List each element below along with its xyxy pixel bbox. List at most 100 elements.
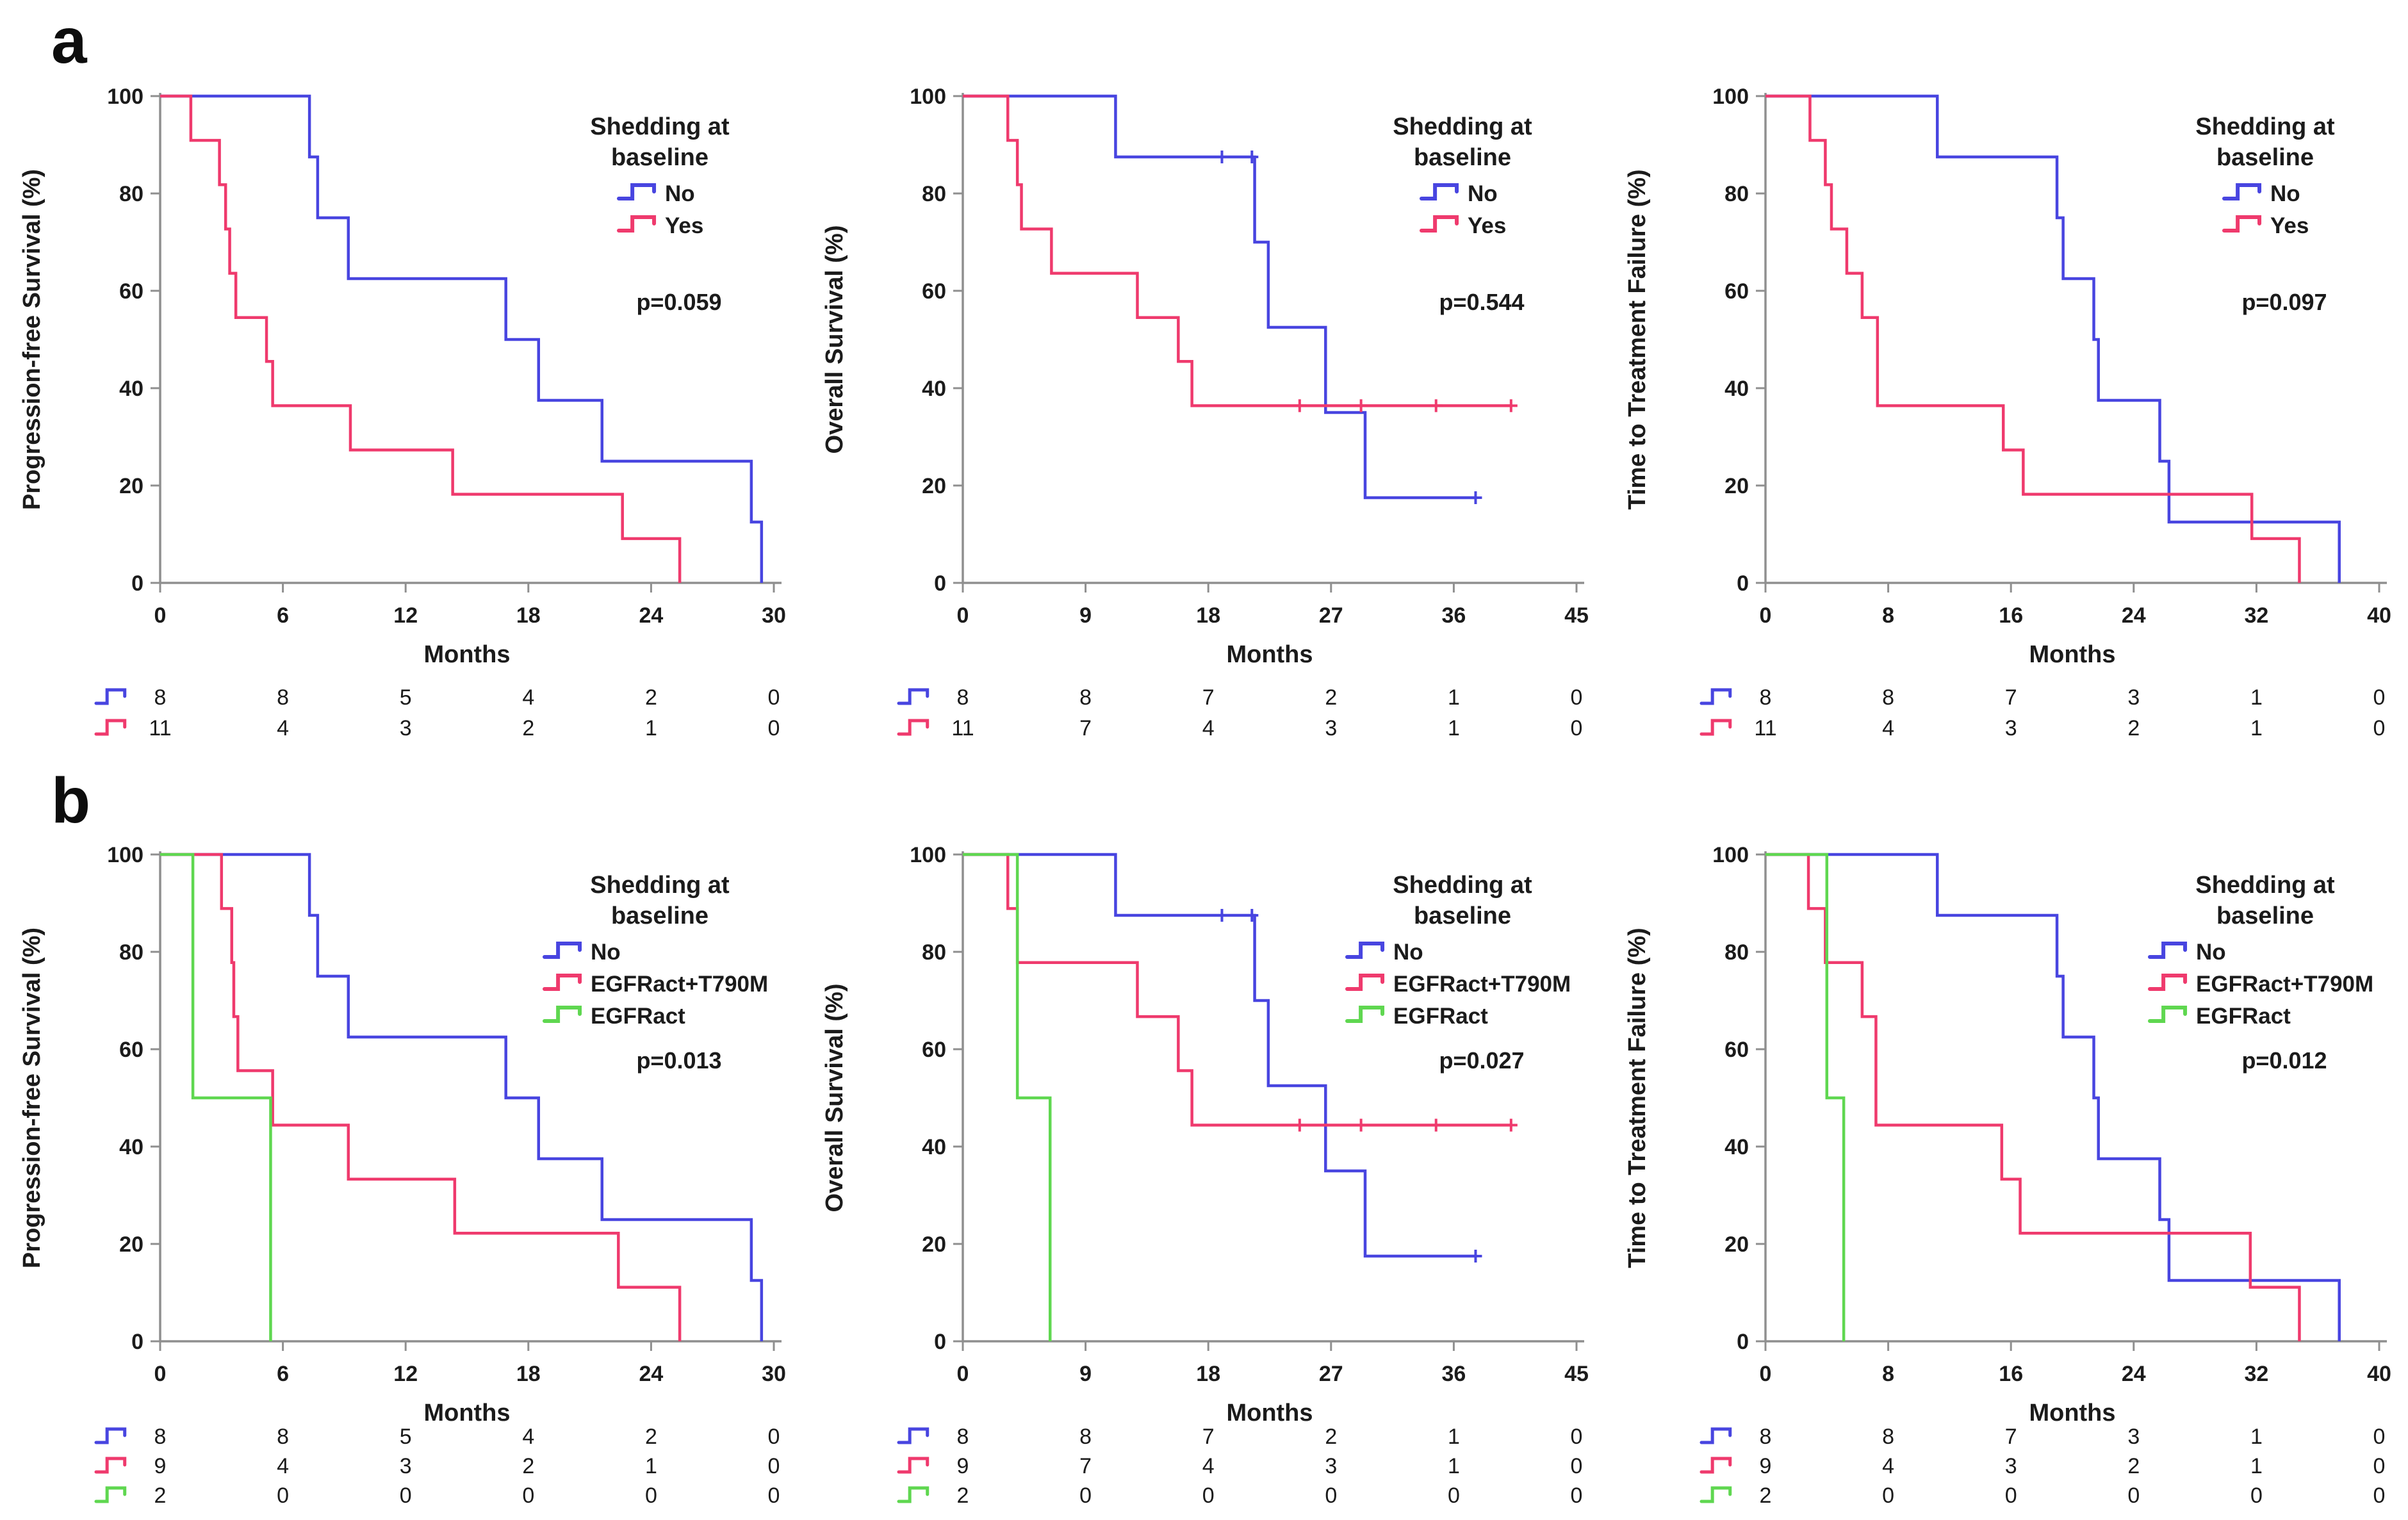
at-risk-row-glyph	[1700, 1486, 1732, 1503]
x-tick-label: 24	[2122, 1362, 2146, 1386]
km-curve-EGFRact	[963, 853, 1052, 1341]
at-risk-count: 0	[1882, 1483, 1894, 1508]
at-risk-count: 8	[1882, 685, 1894, 710]
at-risk-count: 1	[645, 1454, 657, 1478]
legend-item-label: Yes	[1468, 213, 1506, 238]
series-curves	[963, 853, 1518, 1341]
at-risk-count: 0	[400, 1483, 412, 1508]
panel-row-label-b: b	[51, 765, 91, 837]
legend-item-label: No	[665, 181, 695, 206]
x-axis-title: Months	[2029, 1400, 2115, 1426]
at-risk-count: 1	[2250, 1425, 2263, 1449]
at-risk-count: 9	[1760, 1454, 1772, 1478]
at-risk-count: 3	[2127, 1425, 2140, 1449]
y-tick-label: 80	[1724, 182, 1749, 206]
y-tick-label: 0	[1737, 571, 1749, 596]
at-risk-row-glyph	[897, 1427, 930, 1444]
at-risk-count: 0	[1571, 1483, 1583, 1508]
x-tick-label: 18	[1196, 603, 1220, 628]
at-risk-count: 0	[768, 716, 780, 740]
y-tick-label: 20	[922, 474, 946, 498]
series-curves	[160, 94, 764, 583]
y-axis-title: Overall Survival (%)	[821, 225, 848, 454]
at-risk-count: 0	[2250, 1483, 2263, 1508]
x-tick-label: 36	[1441, 603, 1466, 628]
legend-step-glyph	[617, 215, 657, 233]
at-risk-count: 2	[1760, 1483, 1772, 1508]
at-risk-count: 4	[277, 716, 289, 740]
x-tick-label: 6	[277, 1362, 289, 1386]
x-tick-label: 27	[1319, 603, 1343, 628]
series-curves	[1765, 94, 2341, 583]
legend-title-line2: baseline	[611, 903, 708, 929]
y-tick-label: 0	[131, 571, 143, 596]
x-tick-label: 0	[1760, 603, 1772, 628]
y-tick-label: 100	[107, 85, 143, 109]
km-curve-EGFRact+T790M	[160, 853, 682, 1341]
y-tick-label: 60	[922, 279, 946, 304]
at-risk-count: 8	[1882, 1425, 1894, 1449]
y-tick-label: 40	[1724, 377, 1749, 401]
legend-step-glyph	[2148, 1006, 2188, 1023]
at-risk-row-glyph	[94, 1486, 127, 1503]
at-risk-count: 8	[1079, 1425, 1092, 1449]
at-risk-count: 3	[2127, 685, 2140, 710]
axes: 0 20 40 60 80 100 0 9 18 27 36 45 Months Overall Surv…	[821, 85, 1589, 668]
at-risk-count: 1	[2250, 685, 2263, 710]
at-risk-row-glyph	[94, 688, 127, 705]
at-risk-count: 2	[645, 1425, 657, 1449]
legend-item-label: EGFRact+T790M	[591, 972, 768, 997]
y-tick-label: 0	[1737, 1330, 1749, 1354]
y-tick-label: 20	[922, 1232, 946, 1257]
y-tick-label: 80	[1724, 940, 1749, 965]
at-risk-count: 3	[400, 716, 412, 740]
at-risk-count: 0	[1448, 1483, 1460, 1508]
x-axis-title: Months	[423, 1400, 510, 1426]
at-risk-table: 8 8 7 3 1 0 11 4 3 2 1 0	[1700, 685, 2385, 740]
panel-a-time-to-treatment-failure: 0 20 40 60 80 100 0 8 16 24 32 40 Months Time to Trea…	[1605, 24, 2408, 761]
legend-title-line1: Shedding at	[1393, 872, 1532, 899]
y-axis-title: Progression-free Survival (%)	[19, 169, 45, 510]
at-risk-count: 4	[277, 1454, 289, 1478]
at-risk-count: 0	[768, 685, 780, 710]
at-risk-count: 8	[957, 1425, 969, 1449]
x-tick-label: 24	[639, 1362, 663, 1386]
y-axis-title: Progression-free Survival (%)	[19, 928, 45, 1268]
at-risk-count: 3	[400, 1454, 412, 1478]
legend-item-label: EGFRact	[2196, 1004, 2291, 1029]
at-risk-count: 0	[1202, 1483, 1215, 1508]
x-tick-label: 0	[957, 1362, 969, 1386]
x-tick-label: 45	[1564, 1362, 1589, 1386]
y-tick-label: 60	[119, 1038, 143, 1062]
at-risk-table: 8 8 5 4 2 0 9 4 3 2 1 0 2 0 0 0 0 0	[94, 1425, 780, 1508]
x-tick-label: 8	[1882, 603, 1894, 628]
at-risk-count: 0	[1571, 1454, 1583, 1478]
km-curve-EGFRact+T790M	[963, 853, 1511, 1127]
p-value-label: p=0.059	[636, 289, 721, 315]
y-tick-label: 20	[119, 1232, 143, 1257]
legend-title-line2: baseline	[1414, 144, 1511, 171]
legend-step-glyph	[543, 974, 582, 991]
y-tick-label: 40	[119, 377, 143, 401]
at-risk-table: 8 8 7 2 1 0 9 7 4 3 1 0 2 0 0 0 0 0	[897, 1425, 1583, 1508]
legend-step-glyph	[1345, 974, 1385, 991]
at-risk-count: 2	[1325, 685, 1337, 710]
series-curves	[160, 853, 764, 1341]
at-risk-count: 7	[1079, 1454, 1092, 1478]
at-risk-count: 0	[1571, 685, 1583, 710]
x-tick-label: 18	[516, 1362, 541, 1386]
at-risk-count: 0	[277, 1483, 289, 1508]
at-risk-count: 8	[154, 1425, 167, 1449]
at-risk-count: 5	[400, 1425, 412, 1449]
x-tick-label: 9	[1079, 1362, 1092, 1386]
at-risk-row-glyph	[897, 688, 930, 705]
x-tick-label: 0	[154, 603, 167, 628]
legend-step-glyph	[2222, 183, 2262, 200]
x-tick-label: 40	[2367, 1362, 2391, 1386]
y-tick-label: 100	[1712, 843, 1749, 867]
at-risk-count: 2	[522, 1454, 534, 1478]
legend-item-label: No	[2270, 181, 2300, 206]
